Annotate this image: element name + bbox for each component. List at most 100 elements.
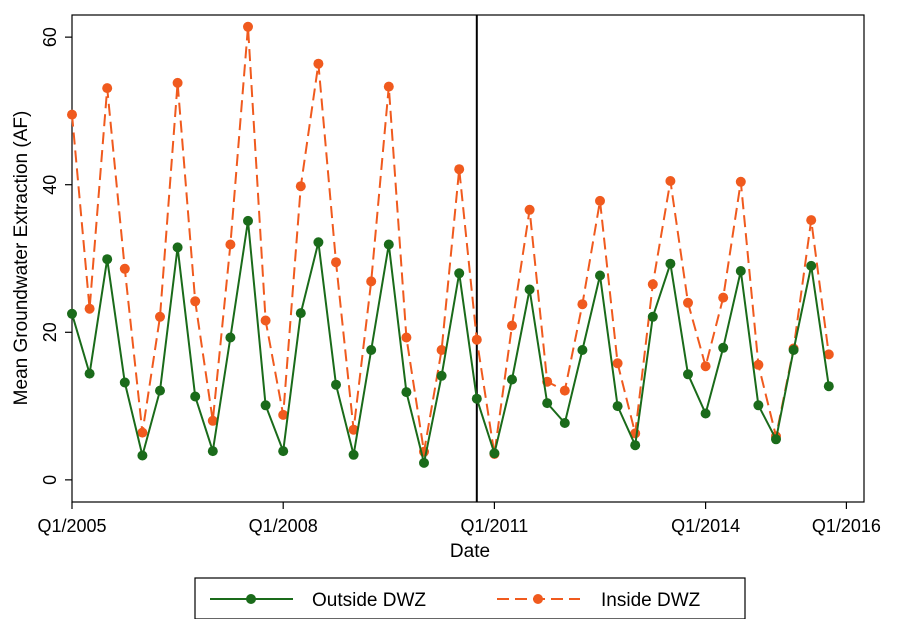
series-point-inside bbox=[295, 181, 306, 192]
legend-label-outside: Outside DWZ bbox=[312, 590, 426, 611]
series-line-outside bbox=[71, 220, 830, 464]
series-point-inside bbox=[84, 303, 95, 314]
series-point-inside bbox=[401, 332, 412, 343]
series-point-inside bbox=[436, 345, 447, 355]
series-point-inside bbox=[119, 263, 130, 274]
x-tick-label: Q1/2011 bbox=[461, 516, 529, 536]
series-point-outside bbox=[278, 446, 289, 457]
series-point-outside bbox=[595, 270, 605, 281]
series-point-inside bbox=[348, 424, 359, 435]
y-tick-label: 60 bbox=[40, 27, 60, 47]
series-point-inside bbox=[454, 164, 465, 175]
x-tick-label: Q1/2005 bbox=[37, 516, 106, 536]
series-point-inside bbox=[313, 58, 324, 69]
series-point-outside bbox=[823, 381, 834, 392]
series-point-outside bbox=[700, 408, 711, 419]
series-point-inside bbox=[207, 415, 218, 426]
series-point-outside bbox=[806, 260, 817, 271]
series-point-inside bbox=[331, 257, 341, 268]
series-point-outside bbox=[119, 377, 130, 388]
series-point-inside bbox=[700, 361, 711, 372]
series-point-outside bbox=[489, 448, 500, 459]
series-point-outside bbox=[542, 398, 553, 409]
series-point-outside bbox=[102, 254, 113, 265]
series-point-outside bbox=[683, 369, 693, 380]
series-group bbox=[67, 21, 834, 468]
series-point-outside bbox=[471, 393, 482, 404]
series-point-outside bbox=[647, 311, 658, 322]
series-point-outside bbox=[84, 368, 95, 379]
y-axis-title: Mean Groundwater Extraction (AF) bbox=[11, 111, 32, 406]
series-point-outside bbox=[67, 308, 77, 319]
series-point-inside bbox=[823, 349, 834, 360]
series-point-outside bbox=[577, 345, 588, 355]
series-point-inside bbox=[471, 334, 482, 345]
series-point-outside bbox=[225, 332, 236, 343]
x-tick-label: Q1/2014 bbox=[671, 516, 740, 536]
series-point-inside bbox=[718, 292, 729, 303]
series-point-inside bbox=[137, 427, 148, 438]
series-point-inside bbox=[595, 195, 605, 206]
y-axis: 0 20 40 60 bbox=[40, 27, 72, 485]
series-point-outside bbox=[348, 449, 359, 460]
series-point-inside bbox=[366, 276, 377, 287]
series-point-outside bbox=[155, 385, 165, 396]
series-point-outside bbox=[207, 446, 218, 457]
series-point-outside bbox=[313, 237, 324, 248]
series-line-inside bbox=[71, 26, 830, 455]
legend: Outside DWZ Inside DWZ bbox=[194, 577, 746, 619]
series-point-outside bbox=[559, 418, 570, 428]
series-point-inside bbox=[155, 311, 165, 322]
legend-label-inside: Inside DWZ bbox=[601, 590, 701, 611]
series-point-outside bbox=[718, 342, 729, 353]
series-point-outside bbox=[665, 258, 676, 269]
series-point-inside bbox=[67, 109, 77, 120]
series-point-outside bbox=[612, 401, 623, 412]
series-point-inside bbox=[172, 77, 183, 88]
series-point-outside bbox=[788, 345, 799, 355]
series-point-inside bbox=[260, 315, 271, 326]
series-point-inside bbox=[806, 215, 817, 226]
series-point-outside bbox=[735, 266, 746, 276]
series-point-outside bbox=[419, 457, 429, 468]
plot-frame bbox=[71, 14, 865, 503]
series-point-inside bbox=[507, 320, 517, 331]
series-point-outside bbox=[401, 387, 412, 398]
series-point-inside bbox=[647, 279, 658, 290]
series-point-inside bbox=[243, 21, 253, 32]
series-point-outside bbox=[524, 284, 535, 295]
series-point-inside bbox=[190, 296, 201, 307]
y-tick-label: 20 bbox=[40, 322, 60, 342]
y-tick-label: 40 bbox=[40, 175, 60, 195]
series-point-outside bbox=[366, 345, 377, 355]
series-point-inside bbox=[383, 81, 394, 92]
series-point-inside bbox=[102, 83, 113, 94]
x-tick-label: Q1/2008 bbox=[249, 516, 318, 536]
series-point-inside bbox=[683, 297, 693, 308]
series-point-outside bbox=[383, 239, 394, 250]
series-point-inside bbox=[225, 239, 236, 250]
legend-marker-outside bbox=[246, 594, 256, 604]
series-point-outside bbox=[331, 379, 341, 390]
series-point-outside bbox=[243, 215, 253, 226]
series-point-outside bbox=[630, 440, 641, 451]
series-point-inside bbox=[559, 385, 570, 396]
series-point-outside bbox=[172, 242, 183, 253]
x-tick-label: Q1/2016 bbox=[812, 516, 881, 536]
series-point-outside bbox=[771, 434, 781, 445]
legend-marker-inside bbox=[533, 594, 543, 604]
series-point-outside bbox=[753, 400, 764, 411]
series-point-inside bbox=[577, 299, 588, 310]
x-axis: Q1/2005 Q1/2008 Q1/2011 Q1/2014 Q1/2016 bbox=[37, 502, 881, 536]
series-point-inside bbox=[524, 204, 535, 215]
series-point-outside bbox=[260, 400, 271, 411]
series-point-outside bbox=[454, 268, 465, 279]
series-point-outside bbox=[137, 450, 148, 461]
series-point-outside bbox=[190, 391, 201, 402]
series-point-outside bbox=[507, 374, 517, 385]
series-point-outside bbox=[436, 370, 447, 381]
series-point-inside bbox=[735, 176, 746, 187]
series-point-inside bbox=[753, 359, 764, 370]
y-tick-label: 0 bbox=[40, 475, 60, 485]
